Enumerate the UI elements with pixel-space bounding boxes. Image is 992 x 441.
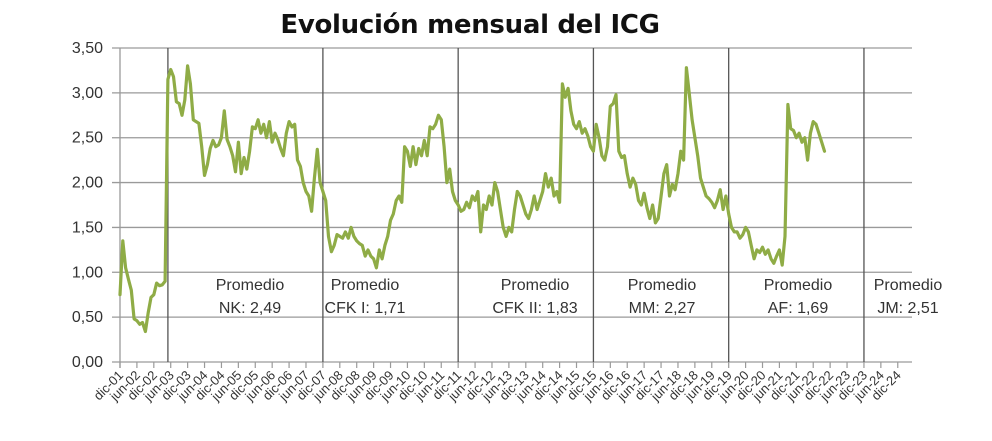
icg-series-line bbox=[118, 64, 827, 334]
y-tick-label: 3,00 bbox=[72, 85, 103, 102]
x-axis: dic-01jun-02dic-02jun-03dic-03jun-04dic-… bbox=[90, 362, 904, 404]
annotation-average: CFK II: 1,83 bbox=[492, 300, 577, 317]
y-tick-label: 3,50 bbox=[72, 40, 103, 57]
annotation-label: Promedio bbox=[764, 277, 833, 294]
y-tick-label: 1,50 bbox=[72, 219, 103, 236]
y-tick-label: 0,50 bbox=[72, 309, 103, 326]
annotation-average: MM: 2,27 bbox=[629, 300, 696, 317]
annotation-average: JM: 2,51 bbox=[877, 300, 938, 317]
period-annotations: Promedio NK: 2,49 Promedio CFK I: 1,71 Prome… bbox=[216, 277, 943, 317]
y-tick-label: 1,00 bbox=[72, 264, 103, 281]
gridlines bbox=[112, 47, 912, 363]
annotation-label: Promedio bbox=[501, 277, 570, 294]
annotation-average: AF: 1,69 bbox=[768, 300, 829, 317]
chart-title: Evolución mensual del ICG bbox=[280, 10, 660, 40]
annotation-average: CFK I: 1,71 bbox=[325, 300, 406, 317]
annotation-label: Promedio bbox=[331, 277, 400, 294]
y-tick-label: 2,00 bbox=[72, 175, 103, 192]
annotation-label: Promedio bbox=[628, 277, 697, 294]
y-tick-label: 2,50 bbox=[72, 130, 103, 147]
y-tick-label: 0,00 bbox=[72, 354, 103, 371]
annotation-average: NK: 2,49 bbox=[219, 300, 281, 317]
y-axis: 0,00 0,50 1,00 1,50 2,00 2,50 3,00 3,50 bbox=[72, 40, 121, 371]
annotation-label: Promedio bbox=[216, 277, 285, 294]
annotation-label: Promedio bbox=[874, 277, 943, 294]
